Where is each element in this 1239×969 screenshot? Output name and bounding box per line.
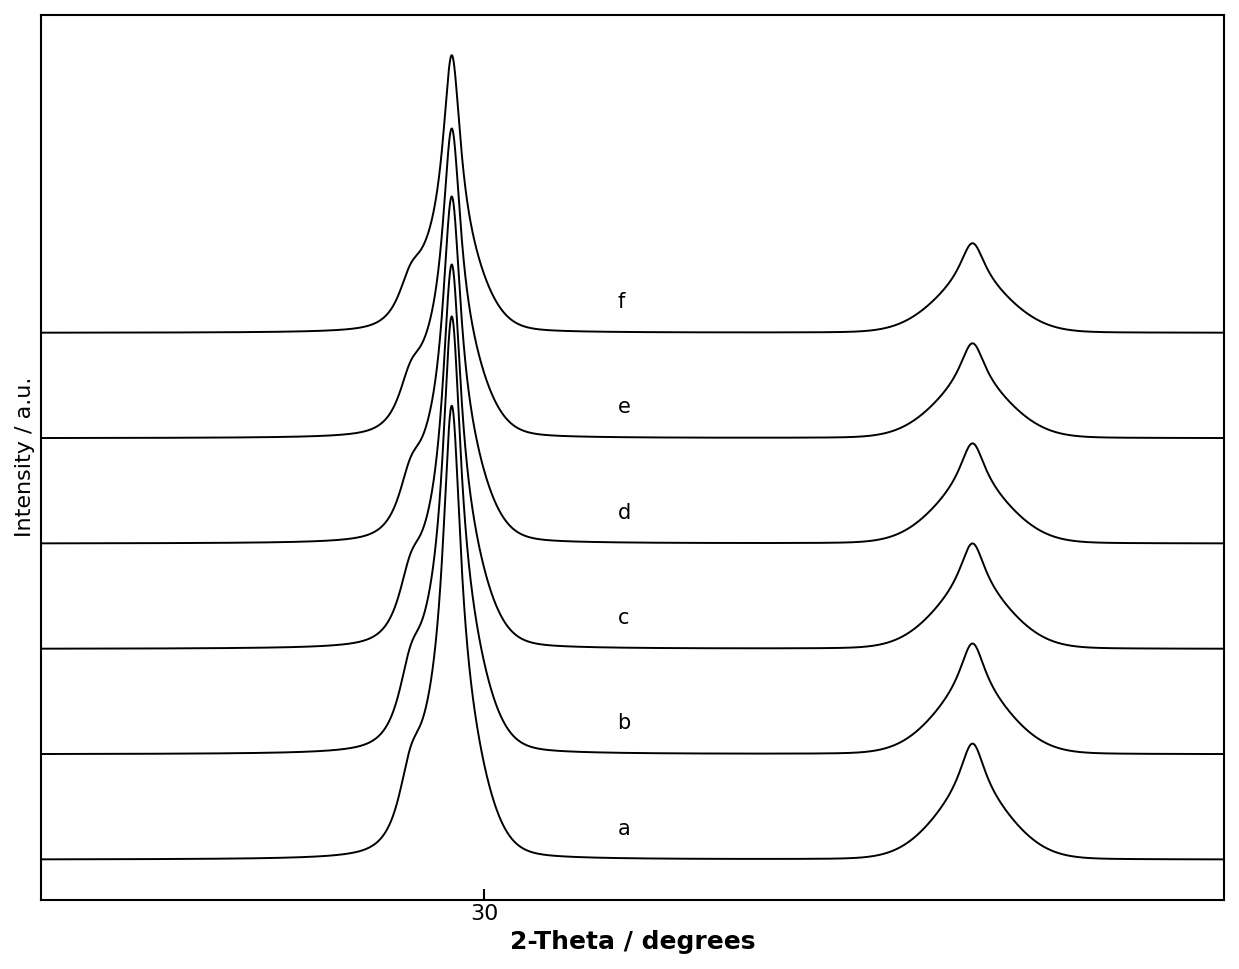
X-axis label: 2-Theta / degrees: 2-Theta / degrees [509, 930, 755, 954]
Text: f: f [617, 292, 624, 312]
Text: b: b [617, 713, 631, 734]
Text: e: e [617, 397, 631, 418]
Text: c: c [617, 608, 629, 628]
Y-axis label: Intensity / a.u.: Intensity / a.u. [15, 377, 35, 538]
Text: a: a [617, 819, 631, 838]
Text: d: d [617, 503, 631, 522]
